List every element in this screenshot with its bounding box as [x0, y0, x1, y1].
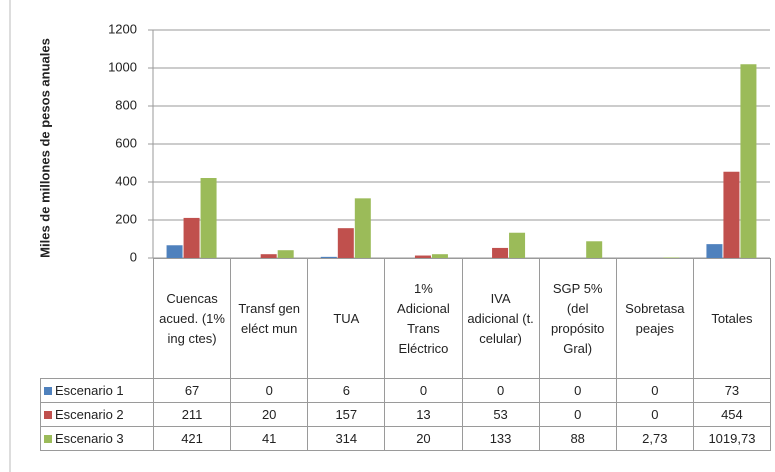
legend-entry: Escenario 3 [40, 426, 154, 451]
data-label: 133 [461, 426, 540, 451]
bar [431, 254, 448, 258]
bar [200, 178, 217, 258]
x-tick-label: TUA [307, 258, 386, 379]
data-label: 41 [230, 426, 309, 451]
data-label: 73 [692, 378, 772, 403]
y-tick-label: 200 [115, 211, 137, 226]
legend-entry: Escenario 1 [40, 378, 154, 403]
bar [166, 245, 183, 258]
bar [723, 171, 740, 258]
data-label: 6 [307, 378, 386, 403]
bar [320, 256, 337, 258]
data-label: 0 [384, 378, 463, 403]
bar [183, 217, 200, 258]
data-table: Cuencas acued. (1% ing ctes) Transf gen e… [40, 258, 772, 451]
data-label: 314 [307, 426, 386, 451]
bar [586, 241, 603, 258]
x-tick-label: Transf gen eléct mun [230, 258, 309, 379]
bar [414, 255, 431, 258]
legend-label: Escenario 1 [55, 382, 124, 398]
y-tick-label: 600 [115, 135, 137, 150]
x-tick-label: SGP 5% (del propósito Gral) [538, 258, 617, 379]
bar [337, 228, 354, 258]
data-label: 13 [384, 402, 463, 427]
x-tick-label: Totales [692, 258, 772, 379]
data-label: 421 [152, 426, 232, 451]
data-label: 67 [152, 378, 232, 403]
data-label: 0 [230, 378, 309, 403]
data-label: 53 [461, 402, 540, 427]
y-tick-label: 0 [130, 249, 137, 264]
x-tick-label: 1% Adicional Trans Eléctrico [384, 258, 463, 379]
data-label: 2,73 [615, 426, 694, 451]
data-label: 20 [384, 426, 463, 451]
x-tick-label: IVA adicional (t. celular) [461, 258, 540, 379]
y-axis-label: Miles de millones de pesos anuales [37, 38, 52, 258]
data-label: 211 [152, 402, 232, 427]
header-row: Cuencas acued. (1% ing ctes) Transf gen e… [40, 258, 772, 379]
legend-key [44, 410, 52, 419]
table-row: Escenario 1 67 0 6 0 0 0 0 73 [40, 378, 772, 403]
bar [492, 247, 509, 258]
legend-entry: Escenario 2 [40, 402, 154, 427]
legend-key [44, 386, 52, 395]
bar [260, 254, 277, 258]
y-tick-label: 1000 [108, 59, 137, 74]
data-label: 88 [538, 426, 617, 451]
data-label: 454 [692, 402, 772, 427]
bar [354, 198, 371, 258]
data-label: 0 [538, 402, 617, 427]
data-label: 0 [461, 378, 540, 403]
bar [740, 64, 757, 258]
data-label: 1019,73 [692, 426, 772, 451]
data-label: 20 [230, 402, 309, 427]
data-label: 0 [615, 402, 694, 427]
bar [509, 232, 526, 258]
data-label: 157 [307, 402, 386, 427]
y-tick-label: 1200 [108, 21, 137, 36]
bar [663, 257, 680, 258]
bar [277, 250, 294, 258]
x-tick-label: Sobretasa peajes [615, 258, 694, 379]
legend-label: Escenario 3 [55, 430, 124, 446]
bar [706, 244, 723, 258]
table-row: Escenario 3 421 41 314 20 133 88 2,73 1019,73 [40, 426, 772, 451]
table-row: Escenario 2 211 20 157 13 53 0 0 454 [40, 402, 772, 427]
x-tick-label: Cuencas acued. (1% ing ctes) [152, 258, 232, 379]
data-label: 0 [615, 378, 694, 403]
legend-label: Escenario 2 [55, 406, 124, 422]
blank-cell [40, 258, 154, 379]
data-label: 0 [538, 378, 617, 403]
legend-key [44, 434, 52, 443]
y-tick-label: 400 [115, 173, 137, 188]
y-tick-label: 800 [115, 97, 137, 112]
